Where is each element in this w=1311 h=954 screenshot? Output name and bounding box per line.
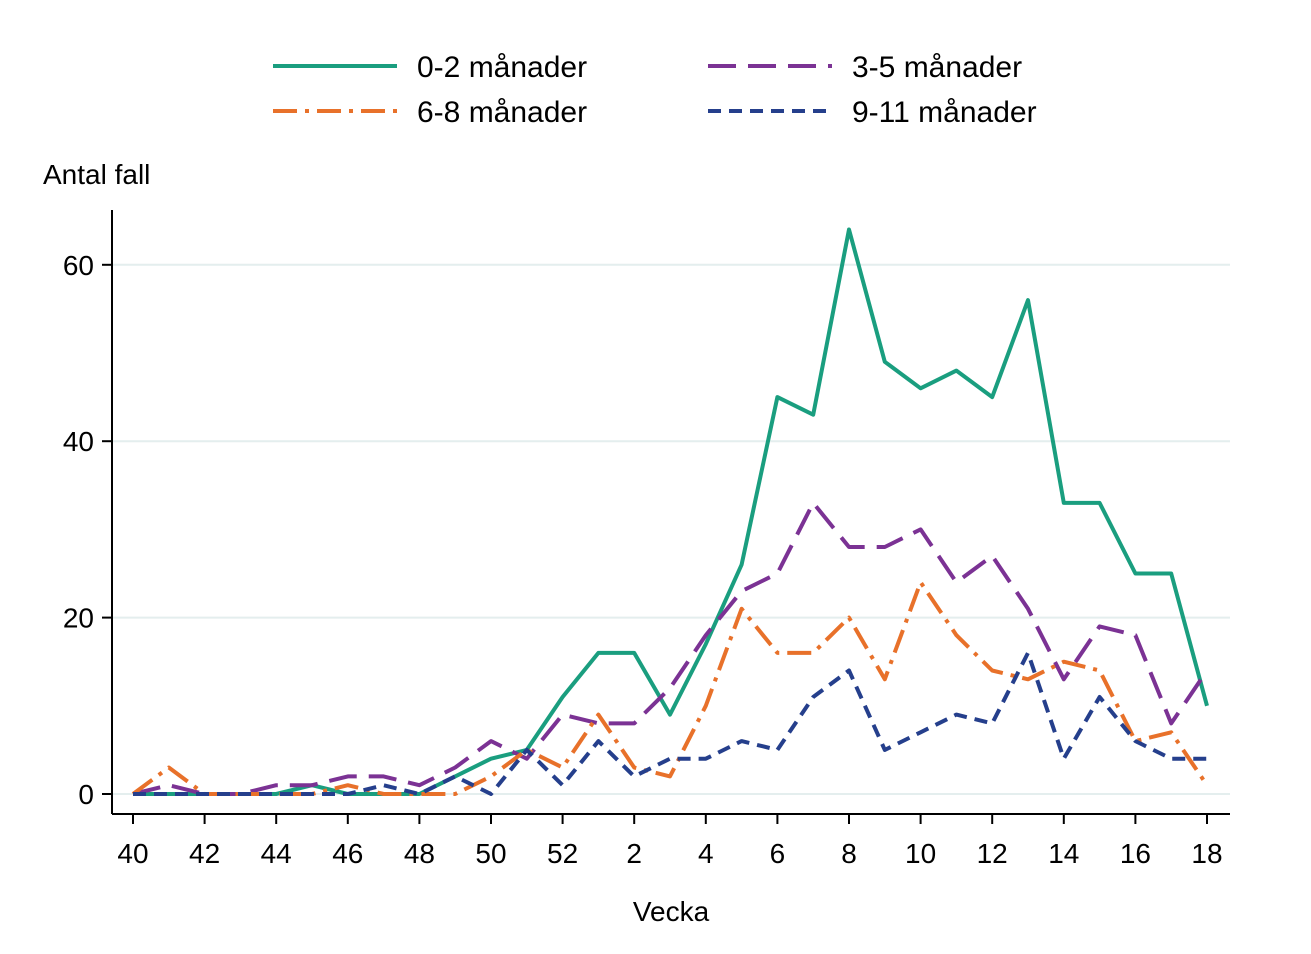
- y-tick-label: 20: [63, 603, 94, 634]
- x-tick-label: 44: [261, 838, 292, 869]
- x-tick-label: 8: [841, 838, 857, 869]
- x-tick-label: 46: [332, 838, 363, 869]
- x-tick-label: 4: [698, 838, 714, 869]
- x-tick-label: 14: [1048, 838, 1079, 869]
- x-tick-label: 6: [770, 838, 786, 869]
- legend-label-3: 9-11 månader: [852, 96, 1037, 129]
- legend-label-2: 6-8 månader: [417, 96, 587, 129]
- x-tick-label: 52: [547, 838, 578, 869]
- series-line-1: [132, 500, 1209, 796]
- x-axis-title: Vecka: [633, 896, 710, 927]
- series-line-2: [131, 580, 1209, 796]
- y-tick-label: 60: [63, 250, 94, 281]
- x-tick-label: 42: [189, 838, 220, 869]
- y-tick-label: 40: [63, 426, 94, 457]
- legend: 0-2 månader 3-5 månader 6-8 månader 9-11 må…: [273, 51, 1037, 129]
- gridlines: [112, 263, 1230, 795]
- x-tick-label: 50: [475, 838, 506, 869]
- legend-label-1: 3-5 månader: [852, 51, 1022, 84]
- y-tick-label: 0: [78, 779, 94, 810]
- legend-label-0: 0-2 månader: [417, 51, 587, 84]
- x-tick-label: 16: [1120, 838, 1151, 869]
- x-tick-label: 48: [404, 838, 435, 869]
- x-tick-label: 10: [905, 838, 936, 869]
- x-tick-label: 18: [1191, 838, 1222, 869]
- x-tick-label: 2: [626, 838, 642, 869]
- y-axis-title: Antal fall: [43, 159, 150, 190]
- series-line-3: [133, 650, 1207, 796]
- x-tick-label: 40: [117, 838, 148, 869]
- x-tick-label: 12: [977, 838, 1008, 869]
- series-lines: [131, 227, 1209, 796]
